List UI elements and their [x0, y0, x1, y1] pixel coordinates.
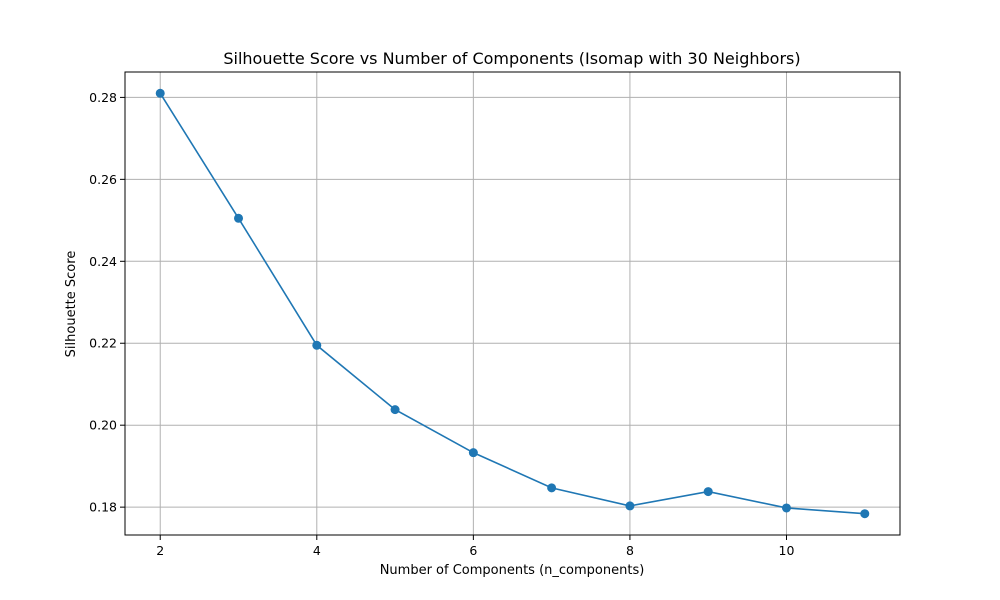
data-point — [781, 503, 791, 513]
data-point — [234, 213, 244, 223]
chart-title: Silhouette Score vs Number of Components… — [223, 49, 800, 68]
y-axis-label: Silhouette Score — [64, 251, 79, 358]
y-tick-label: 0.20 — [89, 418, 117, 433]
series-line — [159, 92, 865, 515]
data-point — [155, 88, 165, 98]
data-point — [860, 509, 870, 519]
y-tick-label: 0.18 — [89, 500, 117, 515]
data-point — [625, 501, 635, 511]
data-point — [468, 448, 478, 458]
y-tick-label: 0.22 — [89, 336, 117, 351]
y-tick-label: 0.28 — [89, 90, 117, 105]
data-point — [312, 340, 322, 350]
data-point — [547, 483, 557, 493]
x-tick-label: 6 — [469, 543, 477, 558]
x-tick-label: 10 — [779, 543, 795, 558]
data-points — [155, 88, 870, 519]
x-tick-label: 4 — [313, 543, 321, 558]
x-axis-label: Number of Components (n_components) — [380, 563, 645, 578]
y-tick-label: 0.24 — [89, 254, 117, 269]
y-axis-ticks: 0.18 0.20 0.22 0.24 0.26 0.28 — [89, 90, 125, 515]
y-tick-label: 0.26 — [89, 172, 117, 187]
grid-lines — [125, 72, 900, 535]
x-tick-label: 2 — [156, 543, 164, 558]
data-point — [390, 405, 400, 415]
x-axis-ticks: 2 4 6 8 10 — [156, 535, 794, 558]
plot-frame — [124, 71, 901, 536]
data-point — [703, 487, 713, 497]
x-tick-label: 8 — [626, 543, 634, 558]
